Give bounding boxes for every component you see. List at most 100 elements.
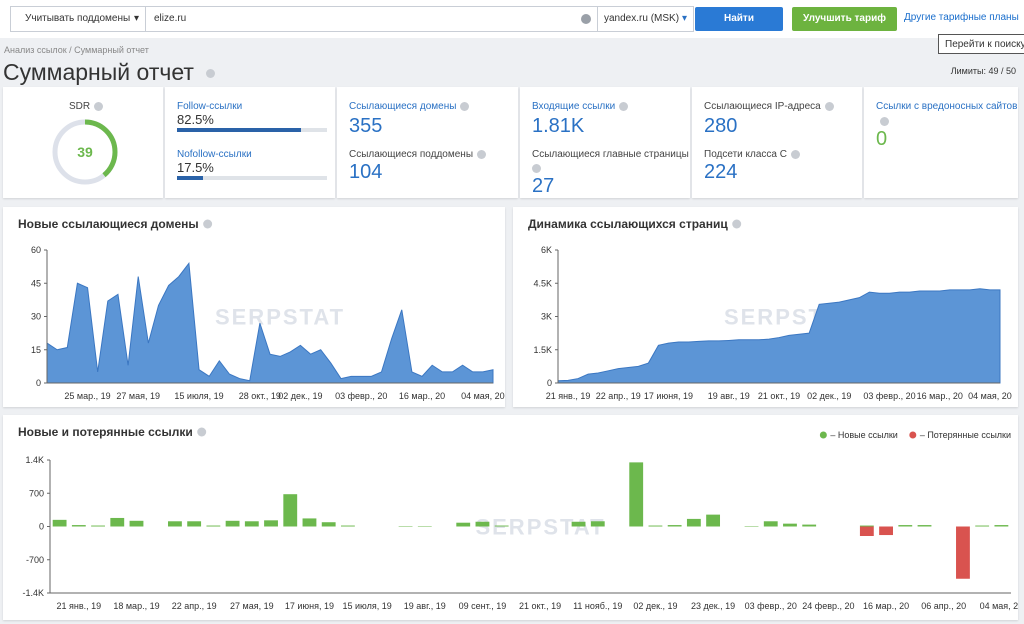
x-tick-label: 17 июня, 19 xyxy=(644,391,693,401)
sdr-label: SDR xyxy=(69,101,103,112)
x-tick-label: 19 авг., 19 xyxy=(708,391,750,401)
y-tick-label: 0 xyxy=(36,378,41,388)
chart-card: Новые ссылающиеся доменыSERPSTAT01530456… xyxy=(3,207,505,407)
bar xyxy=(476,522,490,527)
x-tick-label: 27 мая, 19 xyxy=(230,601,274,611)
bar xyxy=(283,494,297,526)
y-tick-label: -700 xyxy=(26,555,44,565)
bar xyxy=(322,522,336,526)
info-icon[interactable] xyxy=(460,102,469,111)
metric-value: 0 xyxy=(876,128,887,151)
label-text: SDR xyxy=(69,101,90,112)
bar xyxy=(783,524,797,527)
metric-label: Входящие ссылки xyxy=(532,101,628,112)
x-tick-label: 24 февр., 20 xyxy=(802,601,854,611)
x-tick-label: 21 янв., 19 xyxy=(546,391,591,401)
label-text: Ссылающиеся IP-адреса xyxy=(704,101,821,112)
follow-card: Follow-ссылки 82.5% Nofollow-ссылки 17.5… xyxy=(165,87,335,198)
x-tick-label: 28 окт., 19 xyxy=(239,391,281,401)
x-tick-label: 16 мар., 20 xyxy=(399,391,445,401)
info-icon xyxy=(732,220,741,229)
legend-marker xyxy=(820,432,827,439)
follow-track xyxy=(177,128,327,132)
info-icon xyxy=(203,220,212,229)
x-tick-label: 03 февр., 20 xyxy=(745,601,797,611)
metric-value: 1.81K xyxy=(532,115,584,138)
select-text: yandex.ru (MSK) xyxy=(604,13,679,24)
y-tick-label: 3K xyxy=(541,312,552,322)
bar xyxy=(303,518,317,526)
info-icon[interactable] xyxy=(791,150,800,159)
area xyxy=(558,289,1000,383)
metric-label: Подсети класса C xyxy=(704,149,800,160)
metric-value: 355 xyxy=(349,115,382,138)
bar xyxy=(341,526,355,527)
input-text: elize.ru xyxy=(154,13,186,24)
bar xyxy=(629,462,643,526)
metric-label: Ссылающиеся поддомены xyxy=(349,149,486,160)
bar xyxy=(649,526,663,527)
bar xyxy=(668,525,682,526)
engine-select[interactable]: yandex.ru (MSK)▾ xyxy=(597,6,694,32)
watermark: SERPSTAT xyxy=(475,515,605,540)
bar xyxy=(802,525,816,527)
nofollow-track xyxy=(177,176,327,180)
y-tick-label: 1.4K xyxy=(25,455,44,465)
legend-marker xyxy=(909,432,916,439)
bar xyxy=(91,526,105,527)
upgrade-button[interactable]: Улучшить тариф xyxy=(792,7,897,31)
plans-link[interactable]: Другие тарифные планы xyxy=(904,12,1019,23)
x-tick-label: 18 мар., 19 xyxy=(113,601,159,611)
metric-value: 27 xyxy=(532,175,554,198)
y-tick-label: 0 xyxy=(547,378,552,388)
x-tick-label: 19 авг., 19 xyxy=(404,601,446,611)
bar xyxy=(860,527,874,537)
sdr-gauge: 39 xyxy=(50,117,120,187)
search-button[interactable]: Найти xyxy=(695,7,783,31)
info-icon[interactable] xyxy=(477,150,486,159)
x-tick-label: 03 февр., 20 xyxy=(863,391,915,401)
bar xyxy=(495,526,509,527)
y-tick-label: 0 xyxy=(39,522,44,532)
y-tick-label: 45 xyxy=(31,278,41,288)
nofollow-value: 17.5% xyxy=(177,160,214,175)
bar xyxy=(687,519,701,527)
watermark: SERPSTAT xyxy=(215,305,345,330)
bar xyxy=(456,523,470,527)
x-tick-label: 15 июля, 19 xyxy=(174,391,223,401)
y-tick-label: -1.4K xyxy=(22,588,44,598)
y-tick-label: 1.5K xyxy=(533,345,552,355)
x-tick-label: 23 дек., 19 xyxy=(691,601,735,611)
follow-label: Follow-ссылки xyxy=(177,101,242,112)
x-tick-label: 06 апр., 20 xyxy=(921,601,966,611)
info-icon[interactable] xyxy=(619,102,628,111)
chart-title: Динамика ссылающихся страниц xyxy=(528,217,728,231)
clear-icon[interactable] xyxy=(581,14,591,24)
title-text: Суммарный отчет xyxy=(3,59,194,85)
info-icon[interactable] xyxy=(94,102,103,111)
label-text: Ссылающиеся домены xyxy=(349,101,456,112)
search-input[interactable]: elize.ru xyxy=(145,6,598,32)
subdomain-select[interactable]: Учитывать поддомены▾ xyxy=(10,6,146,32)
x-tick-label: 21 окт., 19 xyxy=(758,391,800,401)
caret: ▾ xyxy=(682,7,687,31)
x-tick-label: 11 нояб., 19 xyxy=(573,601,622,611)
bar xyxy=(975,526,989,527)
bar xyxy=(187,521,201,526)
x-tick-label: 03 февр., 20 xyxy=(335,391,387,401)
y-tick-label: 60 xyxy=(31,245,41,255)
info-icon[interactable] xyxy=(880,117,889,126)
chart-title: Новые ссылающиеся домены xyxy=(18,217,199,231)
toolbar: Учитывать поддомены▾ elize.ru yandex.ru … xyxy=(0,0,1024,38)
page-title: Суммарный отчет xyxy=(3,59,215,86)
domains-card: Ссылающиеся домены 355 Ссылающиеся поддо… xyxy=(337,87,518,198)
gauge-value: 39 xyxy=(77,144,93,160)
metric-label: Ссылки с вредоносных сайтов xyxy=(876,101,1017,112)
caret: ▾ xyxy=(134,7,139,31)
info-icon[interactable] xyxy=(825,102,834,111)
info-icon[interactable] xyxy=(532,164,541,173)
x-tick-label: 16 мар., 20 xyxy=(917,391,963,401)
info-icon[interactable] xyxy=(206,69,215,78)
malicious-card: Ссылки с вредоносных сайтов 0 xyxy=(864,87,1018,198)
